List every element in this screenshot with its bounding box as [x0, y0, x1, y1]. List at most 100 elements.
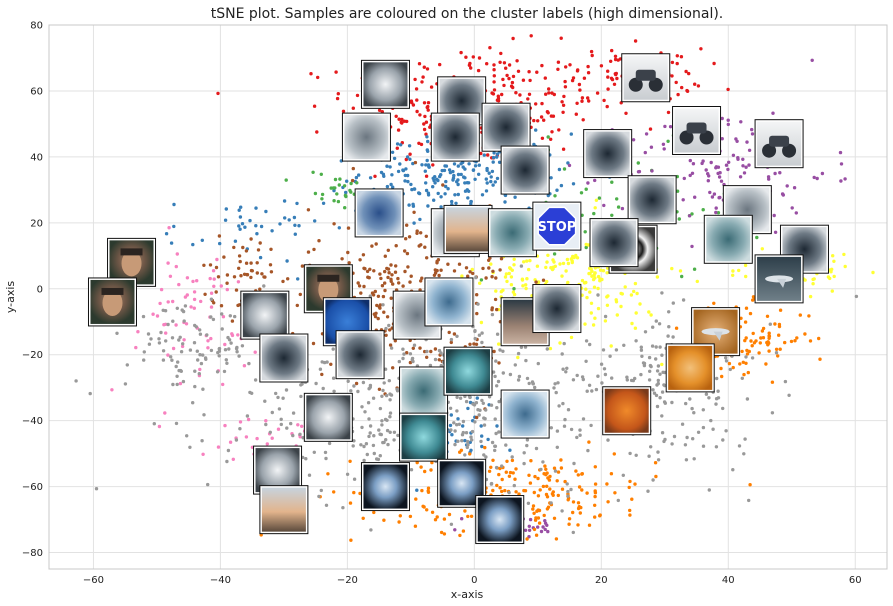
scatter-point: [675, 54, 679, 58]
scatter-point: [180, 344, 185, 349]
scatter-point: [640, 354, 644, 358]
scatter-point: [278, 222, 282, 226]
scatter-point: [468, 395, 472, 400]
scatter-point: [370, 244, 374, 248]
scatter-point: [487, 258, 491, 262]
scatter-point: [202, 413, 206, 417]
scatter-point: [337, 183, 341, 187]
scatter-point: [529, 459, 533, 463]
scatter-point: [510, 455, 514, 459]
scatter-point: [382, 310, 386, 314]
scatter-point: [498, 486, 502, 490]
scatter-point: [201, 387, 205, 391]
scatter-point: [329, 362, 333, 366]
scatter-point: [455, 423, 459, 427]
scatter-point: [348, 501, 353, 505]
scatter-point: [382, 381, 386, 385]
scatter-point: [471, 402, 475, 406]
scatter-point: [389, 279, 393, 283]
scatter-point: [209, 291, 214, 295]
scatter-point: [754, 339, 758, 343]
scatter-point: [360, 405, 364, 409]
scatter-point: [654, 357, 658, 361]
scatter-point: [525, 277, 529, 281]
scatter-point: [238, 227, 242, 231]
scatter-point: [411, 103, 416, 107]
scatter-point: [693, 195, 697, 199]
scatter-point: [774, 351, 779, 355]
scatter-point: [452, 173, 456, 178]
scatter-point: [812, 175, 816, 180]
scatter-point: [490, 312, 495, 317]
scatter-point: [380, 284, 385, 288]
scatter-point: [590, 269, 594, 273]
scatter-point: [676, 92, 680, 97]
scatter-point: [447, 168, 452, 172]
scatter-point: [575, 69, 580, 73]
scatter-point: [750, 132, 755, 136]
scatter-point: [332, 490, 336, 494]
scatter-point: [209, 297, 214, 301]
scatter-point: [773, 322, 777, 326]
scatter-point: [466, 274, 470, 278]
scatter-point: [717, 196, 721, 200]
scatter-point: [236, 333, 240, 337]
scatter-point: [378, 272, 382, 276]
scatter-point: [444, 184, 448, 189]
scatter-point: [485, 62, 489, 66]
scatter-point: [660, 353, 664, 357]
blurred-sample-thumbnail: [437, 458, 487, 508]
scatter-point: [395, 387, 399, 391]
scatter-point: [561, 367, 565, 371]
scatter-point: [589, 423, 593, 428]
scatter-point: [88, 391, 92, 396]
scatter-point: [493, 417, 497, 421]
scatter-point: [211, 317, 216, 322]
scatter-point: [525, 537, 529, 541]
scatter-point: [295, 201, 299, 206]
scatter-point: [427, 165, 431, 169]
scatter-point: [233, 239, 238, 243]
scatter-point: [496, 96, 501, 101]
scatter-point: [510, 458, 515, 463]
scatter-point: [351, 166, 355, 171]
scatter-point: [527, 524, 531, 528]
scatter-point: [557, 128, 561, 132]
scatter-point: [662, 147, 666, 151]
scatter-point: [238, 420, 243, 424]
scatter-point: [563, 417, 567, 422]
scatter-point: [466, 196, 470, 200]
scatter-point: [268, 263, 273, 267]
scatter-point: [721, 438, 725, 442]
scatter-point: [232, 275, 237, 279]
scatter-point: [285, 426, 289, 430]
scatter-point: [500, 489, 504, 494]
scatter-point: [401, 347, 405, 351]
scatter-point: [491, 370, 496, 374]
scatter-point: [388, 343, 393, 347]
scatter-point: [197, 372, 201, 376]
scatter-point: [843, 264, 847, 269]
scatter-point: [365, 269, 370, 274]
scatter-point: [391, 282, 395, 286]
scatter-point: [456, 178, 460, 182]
scatter-point: [569, 335, 574, 340]
scatter-point: [439, 205, 443, 209]
scatter-point: [590, 274, 594, 278]
scatter-point: [560, 352, 564, 356]
scatter-point: [586, 64, 590, 69]
scatter-point: [545, 347, 549, 351]
scatter-point: [588, 342, 592, 347]
scatter-point: [679, 55, 684, 59]
scatter-point: [505, 459, 509, 463]
scatter-point: [403, 173, 407, 178]
scatter-point: [532, 490, 536, 495]
scatter-point: [525, 259, 529, 263]
scatter-point: [491, 92, 496, 96]
scatter-point: [199, 361, 204, 366]
scatter-point: [134, 345, 138, 350]
scatter-point: [395, 142, 400, 146]
scatter-point: [377, 387, 382, 391]
scatter-point: [602, 98, 606, 103]
scatter-point: [656, 378, 660, 383]
